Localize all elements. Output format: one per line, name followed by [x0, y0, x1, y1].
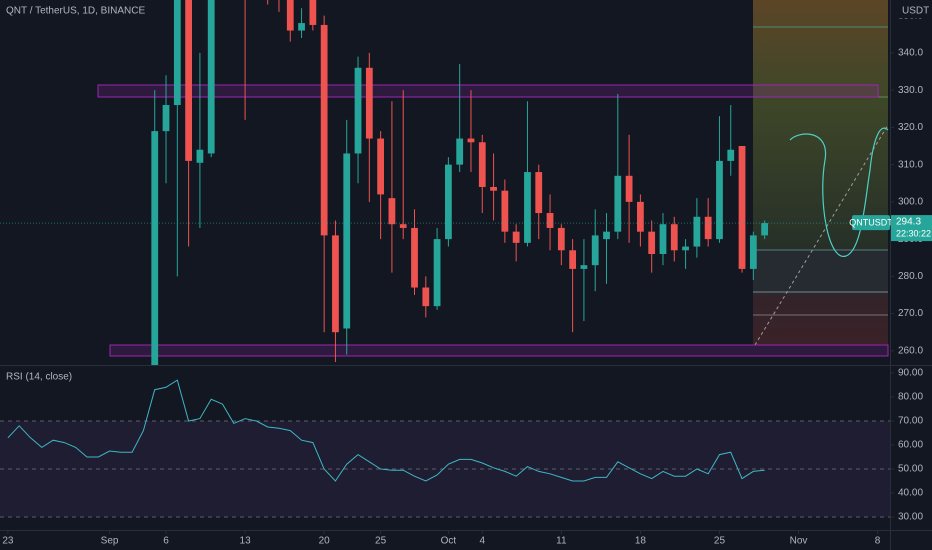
candle-body: [603, 231, 610, 240]
candle-body: [749, 235, 757, 269]
candle-body: [682, 246, 689, 251]
candle-body: [569, 250, 577, 269]
symbol-tag: [852, 215, 890, 231]
candle-body: [648, 231, 656, 255]
candle-body: [693, 216, 701, 247]
candle-body: [445, 164, 452, 240]
candle-body: [512, 231, 520, 243]
x-tick-label: 20: [319, 536, 331, 547]
x-tick-label: 18: [635, 536, 647, 547]
x-tick-label: 8: [875, 536, 881, 547]
y-tick-label: 300.0: [898, 197, 923, 208]
candle-body: [591, 235, 599, 266]
y-tick-label: 320.0: [898, 122, 923, 133]
x-tick-label: 23: [2, 536, 14, 547]
candle-body: [354, 67, 362, 154]
candle-body: [478, 142, 486, 187]
price-pane: [0, 0, 890, 365]
candle-body: [637, 201, 644, 232]
candle-body: [580, 265, 588, 269]
candle-body: [546, 213, 554, 228]
y-tick-label: 60.00: [898, 440, 923, 451]
candle-body: [557, 227, 565, 251]
candle-body: [332, 235, 339, 333]
candle-body: [727, 149, 735, 161]
y-tick-label: 280.0: [898, 271, 923, 282]
x-tick-label: 11: [556, 536, 567, 547]
x-tick-label: Oct: [441, 536, 457, 547]
candle-body: [738, 146, 746, 269]
candle-body: [343, 153, 351, 329]
level-band: [0, 420, 890, 518]
y-axis-label: USDT: [902, 6, 929, 17]
candle-body: [162, 105, 170, 132]
candle-body: [399, 224, 407, 228]
projection-fill: [753, 0, 888, 345]
candle-body: [365, 67, 373, 139]
candle-body: [456, 138, 464, 165]
countdown-label: 22:30:22: [896, 228, 931, 238]
zone-box: [109, 344, 889, 357]
candle-body: [411, 227, 418, 288]
y-tick-label: 260.0: [898, 345, 923, 356]
candle-body: [467, 138, 475, 143]
candle-body: [670, 224, 678, 251]
x-tick-label: 13: [240, 536, 252, 547]
price-tag: [891, 215, 932, 242]
unit-tag: [891, 4, 932, 18]
y-tick-label: 30.00: [898, 512, 923, 523]
candle-body: [151, 131, 159, 365]
hand-drawn-path: [789, 127, 889, 257]
candle-body: [309, 0, 317, 25]
x-tick-label: 6: [163, 536, 169, 547]
projection-box: [753, 0, 889, 346]
candle-body: [761, 223, 769, 236]
candle-body: [298, 23, 305, 31]
candle-body: [320, 24, 328, 236]
zone-box: [97, 84, 879, 98]
candle-body: [173, 0, 181, 106]
candle-body: [501, 190, 509, 232]
candle-body: [388, 198, 396, 225]
y-tick-label: 270.0: [898, 308, 923, 319]
x-tick-label: Nov: [790, 536, 808, 547]
candle-body: [716, 160, 723, 240]
candle-body: [377, 138, 385, 195]
y-tick-label: 310.0: [898, 159, 923, 170]
y-tick-label: 90.00: [898, 368, 923, 379]
candle-body: [433, 239, 441, 307]
candle-body: [614, 175, 622, 232]
candle-body: [422, 287, 430, 307]
x-tick-label: 25: [375, 536, 387, 547]
trend-line: [754, 124, 889, 346]
indicator-title: RSI (14, close): [6, 372, 72, 383]
chart-title: QNT / TetherUS, 1D, BINANCE: [6, 6, 145, 17]
candle-body: [185, 0, 193, 161]
x-tick-label: 25: [714, 536, 726, 547]
y-tick-label: 330.0: [898, 85, 923, 96]
y-tick-label: 80.00: [898, 392, 923, 403]
y-tick-label: 70.00: [898, 416, 923, 427]
candle-body: [535, 172, 543, 214]
x-tick-label: 4: [479, 536, 485, 547]
candle-body: [207, 0, 215, 154]
candle-body: [490, 186, 497, 191]
y-tick-label: 50.00: [898, 464, 923, 475]
candle-body: [659, 224, 667, 255]
candle-body: [286, 0, 294, 31]
rsi-line: [7, 379, 765, 482]
x-tick-label: Sep: [101, 536, 119, 547]
candle-body: [524, 172, 531, 243]
price-tag-label: 294.3: [896, 217, 921, 228]
symbol-tag-label: QNTUSDT: [849, 217, 893, 227]
candle-body: [196, 149, 204, 163]
y-tick-label: 40.00: [898, 488, 923, 499]
candle-body: [704, 216, 712, 240]
y-tick-label: 340.0: [898, 48, 923, 59]
rsi-pane: [0, 379, 890, 518]
candle-body: [625, 175, 633, 202]
